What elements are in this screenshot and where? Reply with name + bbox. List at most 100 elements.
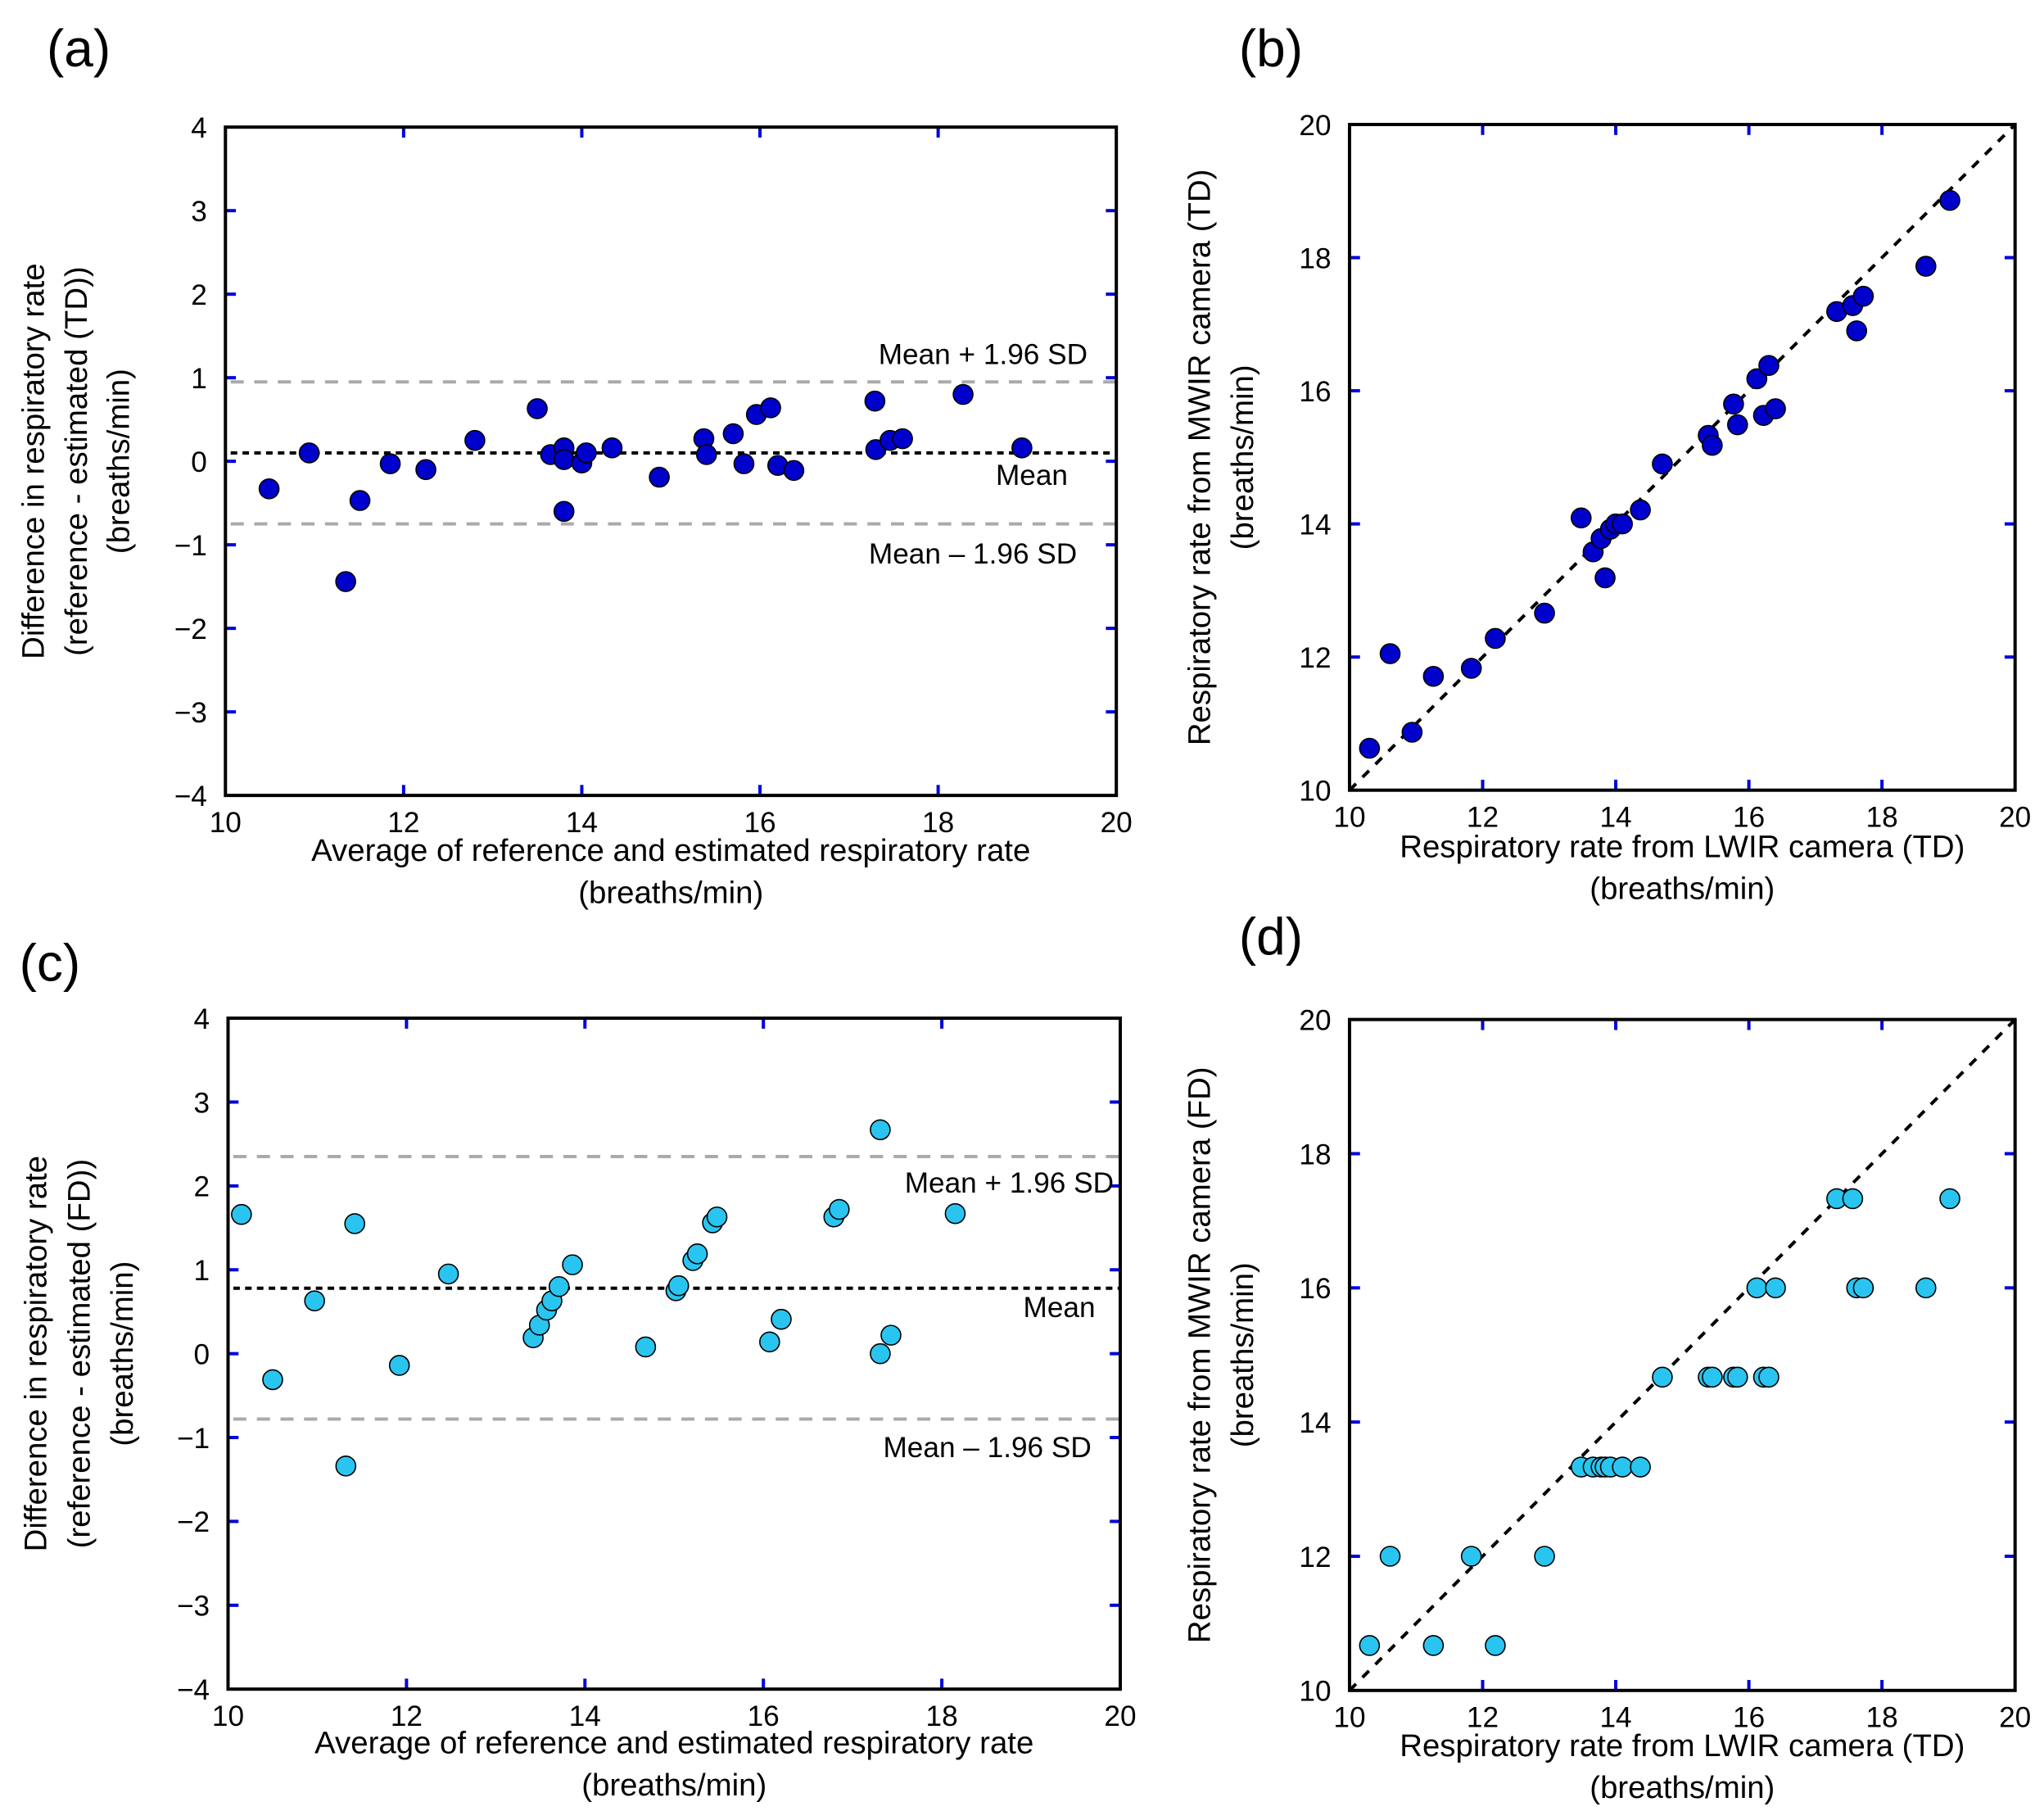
y-tick-label: 12 — [1299, 642, 1331, 674]
data-point — [870, 1342, 891, 1365]
data-point — [1746, 1277, 1768, 1299]
panel-label: (c) — [20, 934, 81, 993]
y-tick-label: 18 — [1299, 1139, 1331, 1170]
data-point — [335, 1456, 357, 1477]
data-point — [1534, 1546, 1555, 1567]
x-tick-label: 12 — [391, 1700, 423, 1732]
y-tick-label: 1 — [191, 363, 207, 395]
data-point — [1422, 1635, 1445, 1656]
data-point — [1846, 320, 1868, 342]
x-tick-label: 16 — [1733, 802, 1765, 834]
panel-d: (d) 10 12 14 16 18 20 10 12 14 16 18 20 Respiratory r… — [1182, 908, 2031, 1805]
y-tick-label: 18 — [1299, 242, 1331, 274]
plot-frame — [1347, 1017, 2017, 1692]
data-point — [1401, 722, 1423, 743]
annotation-upper: Mean + 1.96 SD — [905, 1167, 1114, 1199]
data-point — [553, 500, 575, 523]
data-point — [464, 429, 486, 451]
panel-label: (b) — [1239, 19, 1303, 78]
y-axis-label: Difference in respiratory rate — [16, 263, 51, 659]
x-tick-label: 14 — [569, 1700, 601, 1732]
x-tick-label: 18 — [922, 807, 954, 839]
x-tick-label: 16 — [1733, 1702, 1765, 1734]
x-axis-label: (breaths/min) — [1590, 1770, 1775, 1805]
x-tick-label: 20 — [1104, 1700, 1136, 1732]
x-axis-label: (breaths/min) — [1590, 872, 1775, 907]
y-tick-label: 20 — [1299, 1004, 1331, 1036]
identity-line — [1348, 123, 2017, 792]
data-point — [1612, 1456, 1633, 1478]
x-axis-label: Respiratory rate from LWIR camera (TD) — [1400, 1728, 1965, 1763]
y-tick-label: −1 — [177, 1423, 210, 1455]
data-point — [1726, 1366, 1748, 1388]
x-axis-label: Respiratory rate from LWIR camera (TD) — [1400, 829, 1965, 864]
data-point — [1652, 1366, 1673, 1388]
data-point — [635, 1336, 657, 1358]
data-point — [437, 1263, 459, 1285]
y-tick-label: 14 — [1299, 1407, 1331, 1439]
data-point — [760, 397, 781, 419]
data-point — [649, 466, 670, 488]
x-tick-label: 14 — [1599, 802, 1631, 834]
data-point — [686, 1243, 708, 1265]
data-point — [415, 459, 436, 481]
data-point — [1758, 1366, 1779, 1388]
y-tick-label: −2 — [174, 613, 207, 645]
data-point — [335, 571, 356, 592]
annotation-mean: Mean — [996, 460, 1068, 491]
data-point — [1702, 1366, 1723, 1388]
data-point — [553, 449, 575, 470]
y-axis-label: (reference - estimated (FD)) — [61, 1159, 97, 1549]
data-point — [379, 453, 401, 475]
data-point — [1359, 737, 1381, 759]
data-point — [1726, 414, 1748, 436]
data-point — [1765, 1277, 1786, 1299]
y-axis-label: Difference in respiratory rate — [19, 1156, 54, 1551]
data-point — [1702, 434, 1723, 456]
panel-label: (d) — [1239, 908, 1303, 967]
data-point — [1379, 1546, 1401, 1567]
y-tick-label: 3 — [194, 1087, 210, 1119]
x-tick-label: 12 — [1467, 802, 1499, 834]
data-point — [1422, 665, 1445, 687]
annotation-lower: Mean – 1.96 SD — [869, 538, 1077, 570]
data-point — [1915, 256, 1937, 277]
data-point — [601, 437, 623, 459]
x-tick-label: 10 — [1333, 802, 1365, 834]
data-point — [667, 1274, 690, 1297]
data-point — [771, 1308, 792, 1330]
data-point — [1594, 567, 1616, 589]
x-tick-label: 12 — [387, 807, 419, 839]
x-tick-label: 20 — [1999, 802, 2031, 834]
data-point — [1485, 627, 1506, 650]
y-tick-label: 4 — [191, 112, 207, 144]
data-point — [722, 423, 744, 445]
data-point — [262, 1369, 283, 1391]
data-point — [1570, 507, 1592, 529]
y-tick-label: 16 — [1299, 1273, 1331, 1305]
data-point — [1758, 355, 1779, 376]
data-point — [1534, 602, 1555, 624]
x-axis-label: (breaths/min) — [581, 1768, 766, 1803]
plot-frame — [224, 125, 1119, 798]
data-point — [759, 1331, 780, 1353]
y-tick-label: 3 — [191, 196, 207, 228]
plot-frame — [226, 1016, 1122, 1691]
data-point — [231, 1203, 252, 1225]
y-tick-label: 20 — [1299, 110, 1331, 142]
data-point — [1723, 393, 1744, 415]
y-tick-label: 16 — [1299, 376, 1331, 408]
x-axis-label: (breaths/min) — [578, 875, 763, 910]
y-tick-label: 2 — [194, 1171, 210, 1203]
x-axis-label: Average of reference and estimated respi… — [314, 1726, 1033, 1761]
data-point — [1630, 1456, 1651, 1478]
data-point — [388, 1355, 410, 1376]
data-point — [1852, 1277, 1874, 1299]
plot-frame — [1347, 122, 2017, 792]
x-tick-label: 18 — [1866, 1702, 1898, 1734]
data-point — [944, 1202, 966, 1225]
data-point — [1485, 1635, 1506, 1656]
